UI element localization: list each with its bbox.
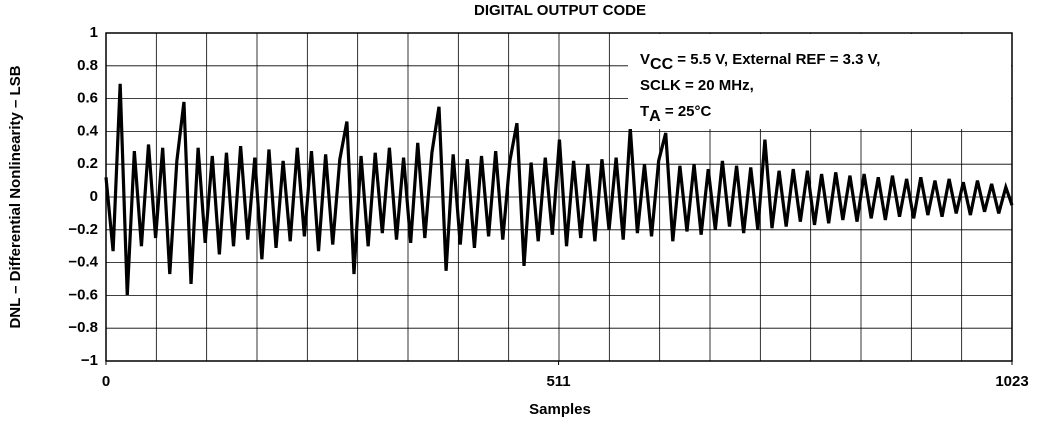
annotation-text: VCC = 5.5 V, External REF = 3.3 V, (640, 51, 880, 73)
annotation-box (628, 34, 1011, 129)
y-tick-label: −0.4 (68, 254, 98, 271)
annotation-main: V (640, 51, 650, 68)
x-tick-label: 1023 (995, 373, 1028, 390)
y-tick-label: 0.2 (77, 155, 98, 172)
x-axis-label: Samples (529, 401, 591, 418)
annotation-text: TA = 25°C (640, 103, 712, 125)
y-tick-label: −1 (81, 352, 98, 369)
chart-title: DIGITAL OUTPUT CODE (474, 2, 646, 19)
annotation-rest: = 5.5 V, External REF = 3.3 V, (673, 51, 880, 68)
y-axis-label: DNL – Differential Nonlinearity – LSB (7, 65, 24, 328)
y-tick-label: 0.8 (77, 57, 98, 74)
annotation-text: SCLK = 20 MHz, (640, 77, 754, 94)
plot-frame (105, 32, 1013, 362)
annotation-sub: A (649, 108, 661, 125)
annotation-rest: = 25°C (661, 103, 712, 120)
data-line (104, 83, 1014, 296)
annotation-main: SCLK = 20 MHz, (640, 77, 754, 94)
annotation-main: T (640, 103, 649, 120)
y-tick-label: 0.6 (77, 90, 98, 107)
y-tick-label: 1 (90, 24, 98, 41)
annotation-sub: CC (650, 56, 674, 73)
x-tick-label: 0 (102, 373, 110, 390)
y-tick-label: −0.8 (68, 319, 98, 336)
x-tick-label: 511 (546, 373, 570, 390)
y-tick-label: 0 (90, 188, 98, 205)
y-tick-label: −0.6 (68, 286, 98, 303)
y-tick-label: −0.2 (68, 221, 98, 238)
y-tick-label: 0.4 (77, 122, 99, 139)
